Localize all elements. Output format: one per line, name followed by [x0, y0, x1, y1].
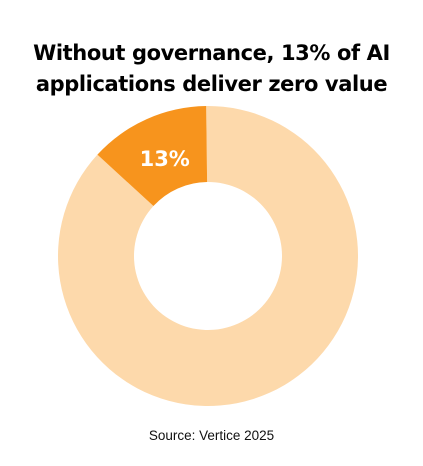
donut-slice-1: [57, 106, 359, 406]
chart-title-line-2: applications deliver zero value: [35, 72, 388, 96]
source-note: Source: Vertice 2025: [148, 428, 275, 443]
donut-slice-0: [97, 106, 208, 207]
chart-title-line-1: Without governance, 13% of AI: [33, 41, 390, 65]
chart-title: Without governance, 13% of AI applicatio…: [0, 38, 423, 100]
donut-slice-label-0: 13%: [140, 147, 190, 171]
